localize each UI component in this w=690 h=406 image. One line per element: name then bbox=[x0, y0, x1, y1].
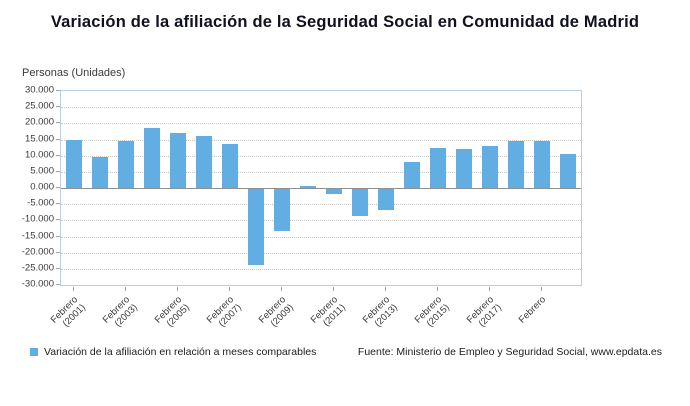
x-tick-mark bbox=[177, 287, 178, 291]
y-tick-label: 10.000 bbox=[24, 149, 54, 161]
bar-febrero-2017[interactable] bbox=[481, 145, 499, 188]
bar-febrero-2005[interactable] bbox=[169, 133, 187, 188]
x-tick-mark bbox=[333, 287, 334, 291]
gridline bbox=[61, 123, 581, 125]
gridline bbox=[61, 171, 581, 173]
chart-title: Variación de la afiliación de la Segurid… bbox=[50, 13, 640, 31]
y-tick-mark bbox=[56, 251, 60, 253]
y-axis-tick-labels: 30.000 25.000 20.000 15.000 10.000 5.000 0.000… bbox=[0, 85, 54, 290]
y-tick-label: -30.000 bbox=[21, 278, 54, 290]
y-tick-label: -25.000 bbox=[21, 262, 54, 274]
y-tick-label: 15.000 bbox=[24, 133, 54, 144]
bar-febrero-2006[interactable] bbox=[195, 136, 213, 188]
gridline bbox=[61, 220, 581, 222]
y-tick-label: -5.000 bbox=[27, 197, 54, 209]
gridline bbox=[61, 139, 581, 141]
legend-label: Variación de la afiliación en relación a… bbox=[44, 346, 317, 358]
y-tick-label: 20.000 bbox=[24, 116, 54, 128]
bar-febrero-2001[interactable] bbox=[65, 139, 83, 188]
chart-footer: Variación de la afiliación en relación a… bbox=[0, 346, 690, 366]
y-tick-mark bbox=[56, 90, 60, 91]
y-tick-label: 30.000 bbox=[24, 84, 54, 96]
gridline bbox=[61, 107, 581, 109]
bar-febrero-2003[interactable] bbox=[117, 141, 135, 188]
x-tick-mark bbox=[541, 287, 542, 291]
bar-febrero-2014[interactable] bbox=[403, 162, 421, 188]
plot-area bbox=[60, 90, 582, 286]
y-tick-mark bbox=[56, 170, 60, 172]
y-tick-mark bbox=[56, 203, 60, 205]
y-tick-mark bbox=[56, 284, 60, 285]
y-tick-label: 25.000 bbox=[24, 100, 54, 112]
gridline bbox=[61, 268, 581, 270]
y-tick-label: -20.000 bbox=[21, 246, 54, 258]
zero-axis-line bbox=[61, 188, 581, 189]
bar-febrero-2019[interactable] bbox=[533, 141, 551, 188]
bar-febrero-2011[interactable] bbox=[325, 189, 343, 194]
x-tick-mark bbox=[125, 287, 126, 291]
legend-marker bbox=[30, 348, 38, 356]
plot-region: 30.000 25.000 20.000 15.000 10.000 5.000 0.000… bbox=[0, 85, 690, 356]
gridline bbox=[61, 204, 581, 206]
gridline bbox=[61, 252, 581, 254]
legend-item[interactable]: Variación de la afiliación en relación a… bbox=[30, 346, 316, 358]
x-tick-mark bbox=[229, 287, 230, 291]
bar-febrero-2002[interactable] bbox=[91, 157, 109, 188]
x-tick-label: Febrero bbox=[516, 294, 549, 326]
x-tick-mark bbox=[489, 287, 490, 291]
y-tick-label: 0.000 bbox=[30, 181, 54, 193]
gridline bbox=[61, 236, 581, 238]
bar-febrero-2018[interactable] bbox=[507, 141, 525, 188]
bar-febrero-2004[interactable] bbox=[143, 128, 161, 188]
y-tick-mark bbox=[56, 267, 60, 269]
y-tick-mark bbox=[56, 138, 60, 140]
gridline bbox=[61, 155, 581, 157]
y-tick-mark bbox=[56, 219, 60, 221]
x-axis-tick-labels: Febrero (2001) Febrero (2003) Febrero (2005) F… bbox=[49, 287, 582, 351]
bar-febrero-2013[interactable] bbox=[377, 189, 395, 211]
x-tick-mark bbox=[385, 287, 386, 291]
source-text: Fuente: Ministerio de Empleo y Seguridad… bbox=[357, 346, 662, 358]
y-tick-mark bbox=[56, 122, 60, 124]
bar-febrero-2012[interactable] bbox=[351, 189, 369, 217]
bar-febrero-2009[interactable] bbox=[273, 189, 291, 232]
y-tick-mark bbox=[56, 154, 60, 156]
y-tick-mark bbox=[56, 106, 60, 108]
y-tick-mark bbox=[56, 235, 60, 237]
y-tick-mark bbox=[56, 187, 60, 188]
x-tick-mark bbox=[437, 287, 438, 291]
bar-febrero-2008[interactable] bbox=[247, 189, 265, 265]
bar-febrero-2010[interactable] bbox=[299, 185, 317, 188]
bar-febrero-2016[interactable] bbox=[455, 149, 473, 188]
y-axis-unit-label: Personas (Unidades) bbox=[22, 67, 126, 79]
y-tick-label: -10.000 bbox=[21, 213, 54, 225]
x-tick-mark bbox=[73, 287, 74, 291]
bar-febrero-2020[interactable] bbox=[559, 154, 577, 188]
x-tick-mark bbox=[281, 287, 282, 291]
y-tick-label: -15.000 bbox=[21, 230, 54, 241]
bar-febrero-2007[interactable] bbox=[221, 144, 239, 188]
bar-febrero-2015[interactable] bbox=[429, 147, 447, 188]
y-tick-label: 5.000 bbox=[30, 165, 54, 177]
